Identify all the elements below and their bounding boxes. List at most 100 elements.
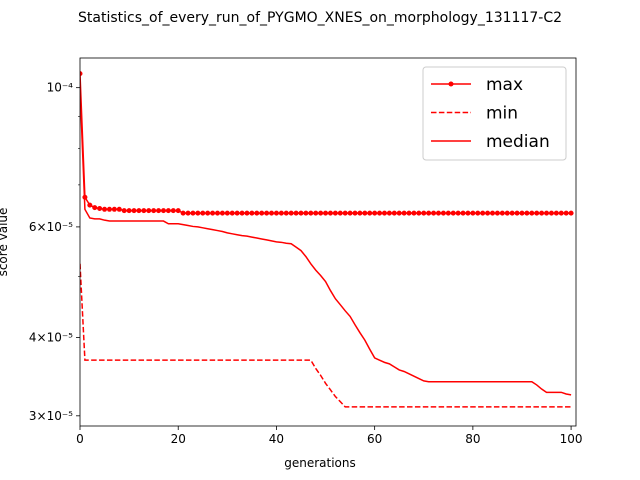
x-tick-label: 60 — [367, 432, 382, 446]
y-axis-label: score value — [0, 208, 10, 277]
series-marker — [470, 210, 476, 216]
series-marker — [92, 205, 98, 211]
series-marker — [219, 210, 225, 216]
series-marker — [519, 210, 525, 216]
series-marker — [160, 208, 166, 214]
series-marker — [494, 210, 500, 216]
series-marker — [416, 210, 422, 216]
plot-area — [80, 71, 574, 408]
x-tick-label: 100 — [560, 432, 583, 446]
series-marker — [288, 210, 294, 216]
series-marker — [126, 208, 132, 214]
series-marker — [259, 210, 265, 216]
series-marker — [190, 210, 196, 216]
series-marker — [529, 210, 535, 216]
series-marker — [367, 210, 373, 216]
series-marker — [372, 210, 378, 216]
series-marker — [269, 210, 275, 216]
series-marker — [313, 210, 319, 216]
series-marker — [544, 210, 550, 216]
series-marker — [224, 210, 230, 216]
series-marker — [146, 208, 152, 214]
legend-marker — [448, 81, 454, 87]
series-marker — [254, 210, 260, 216]
axes-frame — [79, 57, 577, 427]
series-marker — [308, 210, 314, 216]
series-marker — [568, 210, 574, 216]
series-marker — [278, 210, 284, 216]
x-tick-label: 40 — [269, 432, 284, 446]
series-marker — [175, 208, 181, 214]
x-tick-label: 20 — [171, 432, 186, 446]
series-marker — [509, 210, 515, 216]
series-marker — [563, 210, 569, 216]
series-marker — [215, 210, 221, 216]
series-marker — [362, 210, 368, 216]
series-marker — [465, 210, 471, 216]
series-marker — [352, 210, 358, 216]
series-marker — [318, 210, 324, 216]
legend-label: max — [486, 75, 523, 95]
series-marker — [80, 71, 83, 77]
series-marker — [102, 206, 108, 212]
series-marker — [283, 210, 289, 216]
series-marker — [156, 208, 162, 214]
x-tick-label: 0 — [76, 432, 84, 446]
series-marker — [401, 210, 407, 216]
series-marker — [411, 210, 417, 216]
series-marker — [534, 210, 540, 216]
series-marker — [431, 210, 437, 216]
legend-box — [422, 66, 567, 161]
series-marker — [490, 210, 496, 216]
series-marker — [504, 210, 510, 216]
series-marker — [111, 206, 117, 212]
series-marker — [406, 210, 412, 216]
legend-label: median — [486, 132, 550, 152]
series-marker — [445, 210, 451, 216]
series-marker — [136, 208, 142, 214]
series-marker — [264, 210, 270, 216]
x-tick-label: 80 — [465, 432, 480, 446]
series-marker — [337, 210, 343, 216]
series-marker — [273, 210, 279, 216]
series-marker — [475, 210, 481, 216]
chart-title: Statistics_of_every_run_of_PYGMO_XNES_on… — [78, 10, 562, 26]
series-marker — [480, 210, 486, 216]
series-marker — [249, 210, 255, 216]
series-marker — [151, 208, 157, 214]
series-marker — [303, 210, 309, 216]
series-marker — [97, 205, 103, 211]
series-marker — [180, 210, 186, 216]
series-marker — [195, 210, 201, 216]
series-marker — [116, 206, 122, 212]
series-marker — [396, 210, 402, 216]
series-marker — [121, 208, 127, 214]
series-marker — [170, 208, 176, 214]
series-marker — [239, 210, 245, 216]
series-marker — [485, 210, 491, 216]
series-marker — [548, 210, 554, 216]
legend-label: min — [486, 104, 518, 124]
series-marker — [435, 210, 441, 216]
series-line — [80, 87, 572, 396]
series-marker — [558, 210, 564, 216]
y-tick-label: 6×10⁻⁵ — [29, 220, 73, 234]
series-marker — [386, 210, 392, 216]
series-marker — [323, 210, 329, 216]
series-marker — [377, 210, 383, 216]
series-marker — [460, 210, 466, 216]
series-marker — [106, 206, 112, 212]
series-marker — [455, 210, 461, 216]
series-marker — [440, 210, 446, 216]
series-marker — [499, 210, 505, 216]
series-marker — [131, 208, 137, 214]
series-marker — [539, 210, 545, 216]
series-marker — [205, 210, 211, 216]
series-marker — [298, 210, 304, 216]
series-marker — [381, 210, 387, 216]
y-tick-label: 10⁻⁴ — [47, 81, 74, 95]
series-marker — [141, 208, 147, 214]
series-marker — [426, 210, 432, 216]
series-marker — [229, 210, 235, 216]
